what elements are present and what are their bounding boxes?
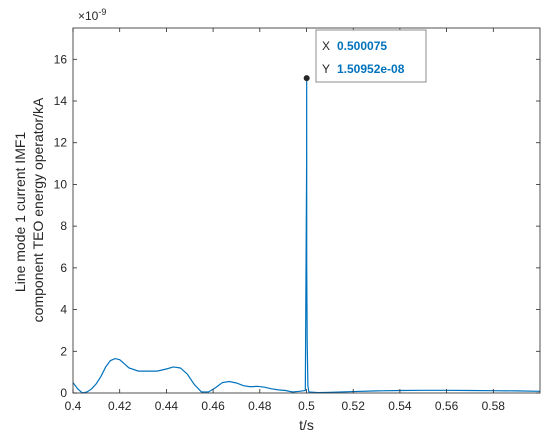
y-tick-label: 8 [60, 219, 67, 233]
datatip-x-value: 0.500075 [337, 39, 387, 53]
datatip-marker[interactable] [303, 75, 310, 82]
datatip-x-key: X [322, 39, 330, 53]
x-tick-label: 0.58 [482, 399, 506, 413]
y-tick-label: 16 [54, 52, 68, 66]
datatip[interactable]: X 0.500075 Y 1.50952e-08 [315, 29, 427, 83]
datatip-box [315, 29, 427, 83]
x-tick-label: 0.48 [248, 399, 272, 413]
x-tick-label: 0.54 [388, 399, 412, 413]
x-tick-label: 0.52 [342, 399, 366, 413]
y-tick-label: 10 [54, 177, 68, 191]
y-axis-label: Line mode 1 current IMF1 component TEO e… [12, 97, 46, 322]
x-tick-label: 0.46 [201, 399, 225, 413]
y-tick-label: 2 [60, 344, 67, 358]
x-tick-label: 0.4 [65, 399, 82, 413]
x-tick-label: 0.42 [108, 399, 132, 413]
x-tick-label: 0.56 [435, 399, 459, 413]
x-tick-label: 0.44 [155, 399, 179, 413]
series-line[interactable] [72, 78, 541, 394]
y-tick-label: 14 [54, 94, 68, 108]
y-tick-label: 6 [60, 261, 67, 275]
datatip-y-value: 1.50952e-08 [337, 62, 405, 76]
y-tick-label: 4 [60, 303, 67, 317]
x-axis-label: t/s [299, 417, 314, 433]
exponent-label: ×10-9 [78, 7, 106, 23]
y-tick-label: 12 [54, 136, 68, 150]
datatip-y-key: Y [322, 62, 330, 76]
y-tick-label: 0 [60, 386, 67, 400]
x-tick-label: 0.5 [298, 399, 315, 413]
